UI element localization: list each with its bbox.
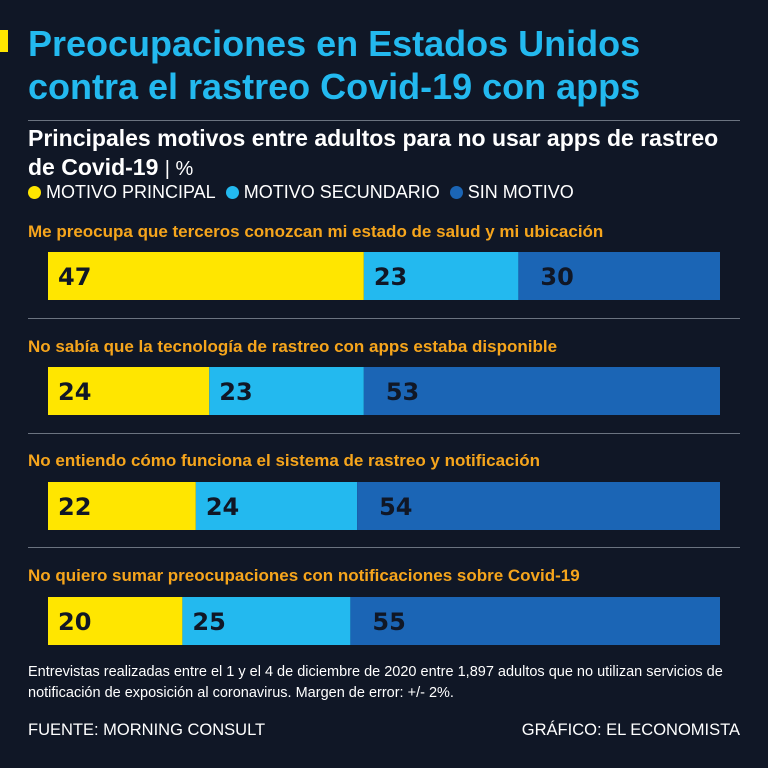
chart-subtitle: Principales motivos entre adultos para n… — [28, 124, 748, 184]
legend-dot-secundario — [225, 186, 239, 199]
legend: MOTIVO PRINCIPAL MOTIVO SECUNDARIO SIN M… — [28, 182, 584, 203]
category-label-3: No entiendo cómo funciona el sistema de … — [28, 451, 540, 470]
value-label-secundario-2: 23 — [219, 378, 252, 406]
bar-principal-1 — [48, 252, 364, 300]
row-separator-3 — [28, 547, 740, 548]
credit-label: GRÁFICO: EL ECONOMISTA — [521, 721, 740, 739]
value-label-secundario-1: 23 — [374, 263, 407, 291]
chart-title: Preocupaciones en Estados Unidos contra … — [28, 23, 641, 107]
bar-sin-motivo-1 — [518, 252, 720, 300]
value-label-principal-2: 24 — [58, 378, 91, 406]
value-label-principal-4: 20 — [58, 608, 91, 636]
bar-principal-4 — [48, 597, 183, 645]
legend-label-principal: MOTIVO PRINCIPAL — [46, 182, 216, 202]
unit-label: | % — [164, 158, 194, 180]
category-label-4: No quiero sumar preocupaciones con notif… — [28, 566, 580, 585]
bar-secundario-4 — [182, 597, 351, 645]
row-separator-2 — [28, 433, 740, 434]
value-label-sin-motivo-1: 30 — [540, 263, 573, 291]
value-label-secundario-4: 25 — [192, 608, 225, 636]
bar-principal-2 — [48, 367, 210, 415]
footnote: Entrevistas realizadas entre el 1 y el 4… — [28, 664, 723, 701]
value-label-secundario-3: 24 — [206, 493, 239, 521]
category-label-1: Me preocupa que terceros conozcan mi est… — [28, 222, 604, 241]
bar-secundario-1 — [363, 252, 519, 300]
legend-label-secundario: MOTIVO SECUNDARIO — [243, 182, 440, 202]
value-label-sin-motivo-2: 53 — [386, 378, 419, 406]
source-label: FUENTE: MORNING CONSULT — [28, 721, 266, 739]
legend-dot-sin-motivo — [449, 186, 463, 199]
title-divider — [28, 120, 740, 121]
legend-item-secundario: MOTIVO SECUNDARIO — [225, 182, 440, 203]
category-label-2: No sabía que la tecnología de rastreo co… — [28, 337, 558, 356]
row-separator-1 — [28, 318, 740, 319]
legend-item-sin-motivo: SIN MOTIVO — [449, 182, 574, 203]
legend-dot-principal — [28, 186, 41, 199]
value-label-sin-motivo-3: 54 — [379, 493, 412, 521]
bar-sin-motivo-4 — [350, 597, 720, 645]
bar-secundario-3 — [195, 482, 358, 530]
bar-sin-motivo-3 — [357, 482, 720, 530]
value-label-sin-motivo-4: 55 — [372, 608, 405, 636]
title-accent-bar — [0, 30, 8, 52]
bar-principal-3 — [48, 482, 196, 530]
value-label-principal-3: 22 — [58, 493, 91, 521]
subtitle-text: Principales motivos entre adultos para n… — [28, 125, 719, 180]
legend-label-sin-motivo: SIN MOTIVO — [467, 182, 574, 202]
legend-item-principal: MOTIVO PRINCIPAL — [28, 182, 216, 203]
bar-secundario-2 — [209, 367, 364, 415]
value-label-principal-1: 47 — [58, 263, 91, 291]
bar-sin-motivo-2 — [363, 367, 720, 415]
